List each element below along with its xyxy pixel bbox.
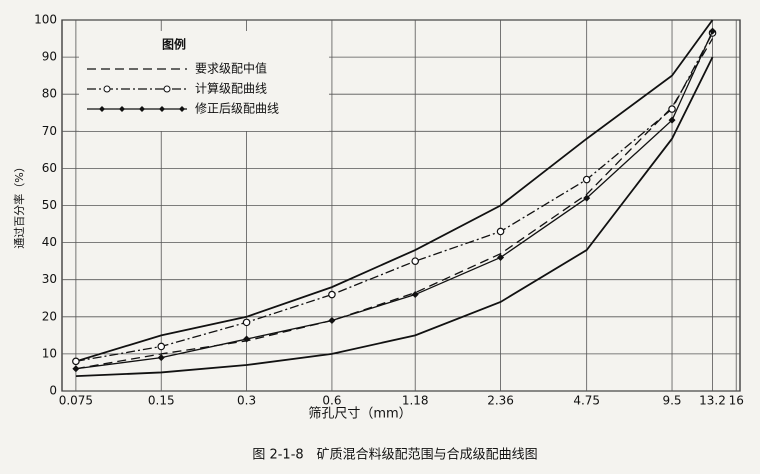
legend-title: 图例 bbox=[162, 37, 186, 52]
y-tick-label: 60 bbox=[42, 161, 57, 175]
point-marker bbox=[583, 194, 591, 202]
caption: 图 2-1-8 矿质混合料级配范围与合成级配曲线图 bbox=[252, 448, 537, 463]
point-marker bbox=[157, 342, 166, 351]
series-line bbox=[75, 56, 714, 378]
x-tick-label: 16 bbox=[729, 394, 744, 408]
x-tick-label: 9.5 bbox=[662, 394, 681, 408]
x-tick-label: 4.75 bbox=[573, 394, 600, 408]
x-tick-label: 1.18 bbox=[402, 394, 429, 408]
x-axis-label: 筛孔尺寸（mm） bbox=[308, 407, 411, 422]
series-line bbox=[75, 32, 714, 362]
point-marker bbox=[497, 253, 505, 261]
legend-marker bbox=[119, 106, 125, 112]
y-tick-label: 30 bbox=[42, 272, 57, 286]
legend-label: 要求级配中值 bbox=[195, 61, 267, 76]
point-marker bbox=[328, 290, 336, 299]
legend-marker bbox=[159, 106, 165, 112]
series-line bbox=[75, 19, 714, 363]
point-marker bbox=[668, 116, 676, 124]
point-marker bbox=[709, 27, 717, 35]
series-line bbox=[75, 38, 714, 370]
legend-marker bbox=[99, 106, 105, 112]
legend-marker bbox=[139, 106, 145, 112]
legend-box bbox=[79, 31, 329, 131]
y-tick-label: 70 bbox=[42, 124, 57, 138]
point-marker bbox=[582, 175, 591, 184]
point-marker bbox=[157, 354, 165, 362]
x-tick-label: 0.075 bbox=[59, 394, 93, 408]
y-tick-label: 40 bbox=[42, 235, 57, 249]
x-tick-label: 0.3 bbox=[237, 394, 256, 408]
point-marker bbox=[328, 317, 336, 325]
y-tick-label: 100 bbox=[34, 13, 57, 27]
point-marker bbox=[242, 318, 251, 327]
y-tick-label: 20 bbox=[42, 309, 57, 323]
point-marker bbox=[496, 227, 505, 236]
y-tick-label: 10 bbox=[42, 346, 57, 360]
legend-marker bbox=[163, 85, 171, 93]
x-tick-label: 13.2 bbox=[699, 394, 726, 408]
y-tick-label: 80 bbox=[42, 87, 57, 101]
legend-label: 修正后级配曲线 bbox=[195, 101, 279, 116]
point-marker bbox=[72, 357, 80, 366]
legend-label: 计算级配曲线 bbox=[195, 81, 267, 96]
y-axis-label: 通过百分率（%） bbox=[12, 161, 26, 248]
point-marker bbox=[243, 335, 251, 343]
y-tick-label: 90 bbox=[42, 50, 57, 64]
x-tick-label: 0.15 bbox=[148, 394, 175, 408]
point-marker bbox=[411, 257, 420, 265]
x-tick-label: 2.36 bbox=[487, 394, 514, 408]
y-tick-label: 50 bbox=[42, 198, 57, 212]
legend-marker bbox=[103, 85, 111, 93]
point-marker bbox=[668, 105, 676, 113]
y-tick-label: 0 bbox=[49, 384, 57, 398]
legend-marker bbox=[179, 106, 185, 112]
x-tick-label: 0.6 bbox=[322, 394, 341, 408]
point-marker bbox=[72, 365, 80, 373]
point-marker bbox=[411, 291, 419, 299]
